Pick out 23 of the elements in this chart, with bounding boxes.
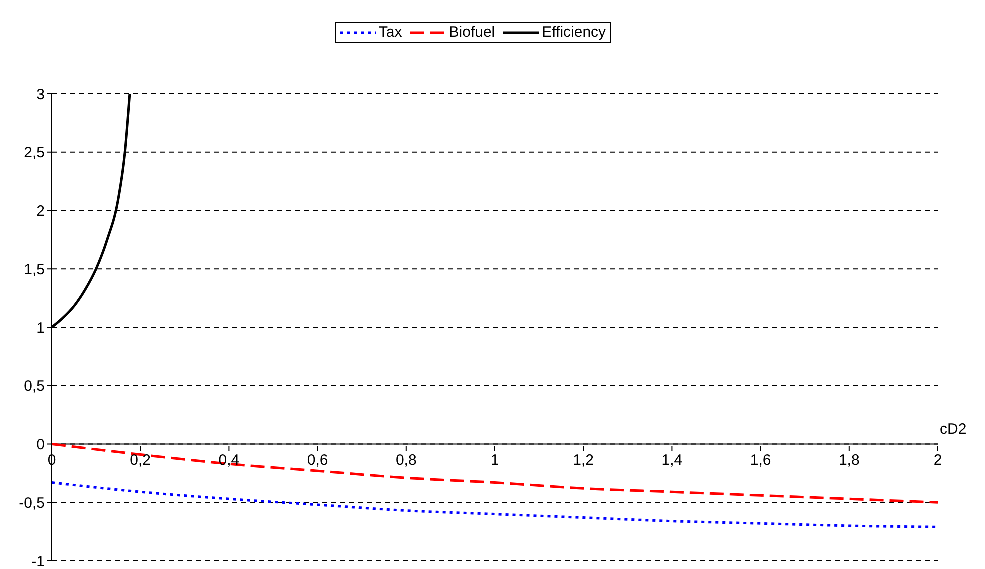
legend-label: Efficiency [541,24,606,41]
y-tick-label: 2,5 [24,144,45,162]
line-series [52,482,938,528]
y-tick-label: -0,5 [19,494,45,512]
y-tick-label: 0,5 [24,378,45,396]
x-tick-label: 0,8 [396,452,417,469]
y-tick-label: -1 [32,553,45,569]
x-tick-label: 0,6 [307,452,328,469]
x-axis-title: cD2 [940,421,967,438]
x-tick-label: 1,8 [838,452,860,469]
legend-label: Tax [378,24,402,41]
x-tick-label: 1,6 [750,452,772,469]
x-tick-label: 1 [490,452,500,469]
y-tick-label: 3 [36,86,45,104]
y-tick-label: 1,5 [24,261,45,278]
x-tick-label: 0,2 [130,452,152,469]
legend-label: Biofuel [448,24,496,41]
x-tick-label: 2 [934,452,942,469]
y-tick-label: 0 [36,436,45,454]
x-tick-label: 1,4 [662,452,683,469]
y-tick-label: 2 [36,203,45,220]
y-tick-label: 1 [36,320,45,337]
x-tick-label: 1,2 [573,452,594,469]
